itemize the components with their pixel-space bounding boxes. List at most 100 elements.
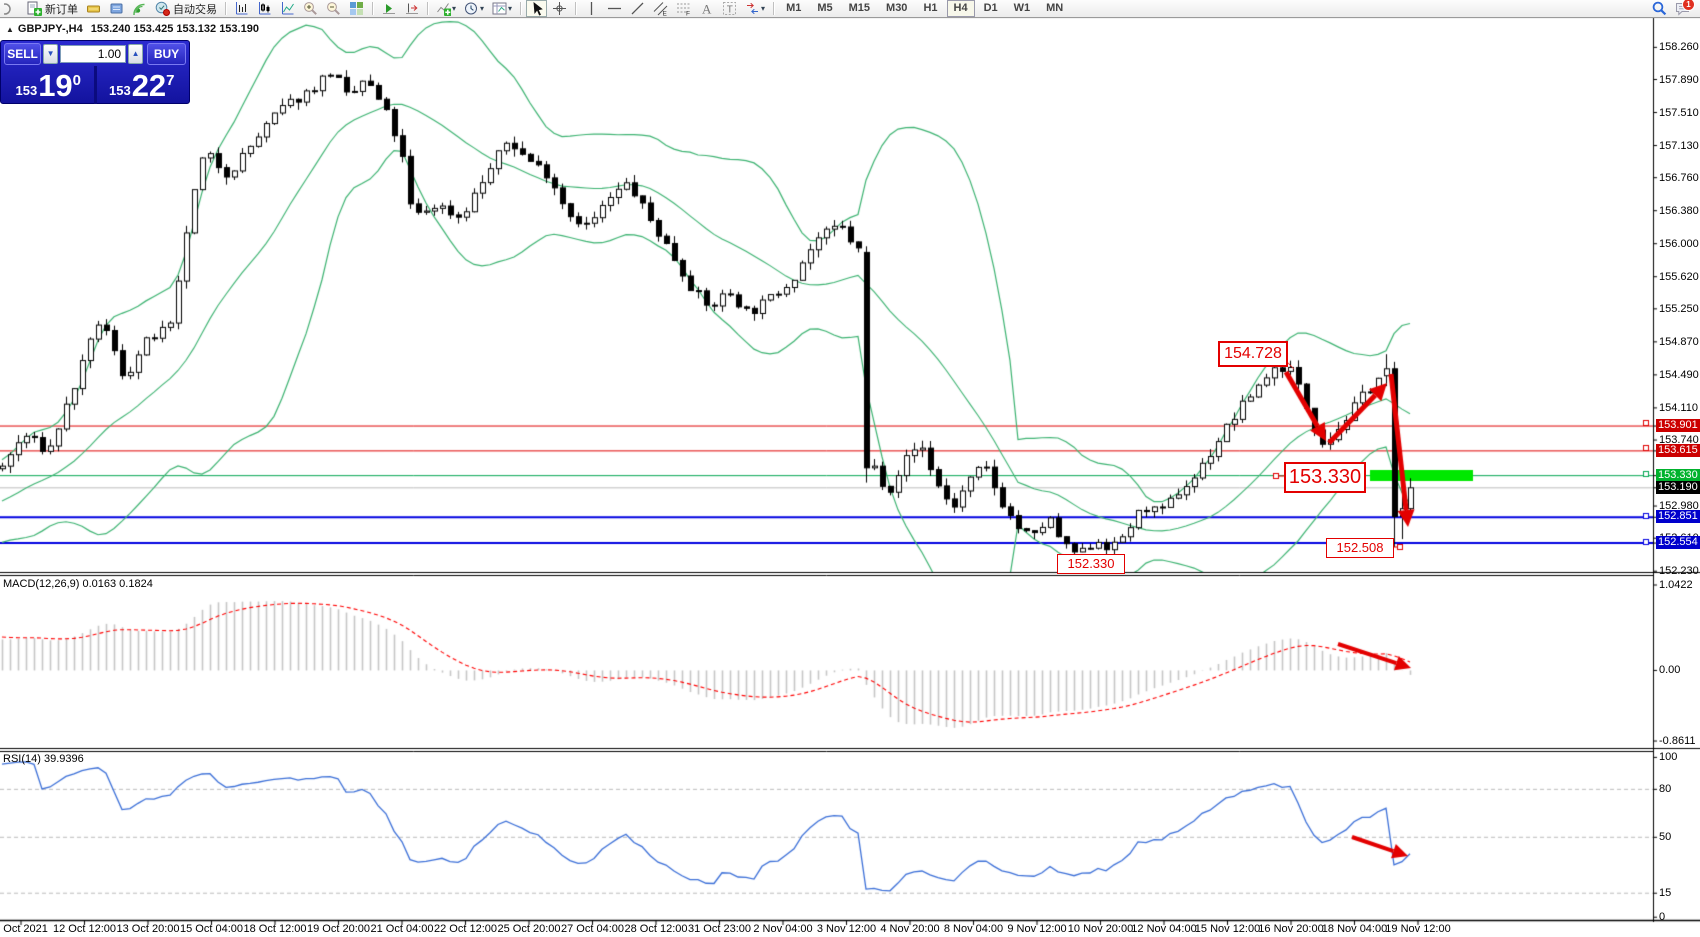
- periods-button[interactable]: ▾: [461, 0, 487, 17]
- trade-panel-controls: SELL ▼ ▲ BUY: [4, 43, 186, 65]
- candle-chart-mode-button[interactable]: [254, 0, 275, 17]
- zoom-out-button[interactable]: [323, 0, 344, 17]
- toolbar-separator: [575, 2, 577, 15]
- candle-chart-mode-icon: [259, 2, 271, 15]
- dropdown-caret-icon[interactable]: ▾: [761, 4, 766, 13]
- notification-badge: 1: [1682, 0, 1695, 11]
- dropdown-caret-icon[interactable]: ▾: [452, 4, 457, 13]
- timeframe-tf-mn[interactable]: MN: [1046, 2, 1064, 14]
- toolbar-separator: [427, 2, 428, 15]
- cursor-icon: [533, 2, 543, 16]
- chart-header: ▲ GBPJPY-,H4 153.240 153.425 153.132 153…: [6, 23, 259, 35]
- new-chart-partial-button[interactable]: [1, 0, 22, 17]
- text-icon: A: [702, 2, 712, 17]
- text-label-button[interactable]: T: [719, 0, 740, 17]
- timeframe-tf-h1[interactable]: H1: [923, 2, 938, 14]
- price-divider: [93, 66, 97, 104]
- sell-price-pips: 19: [38, 68, 73, 103]
- timeframe-tf-h4[interactable]: H4: [946, 0, 975, 17]
- auto-trading-button[interactable]: 自动交易: [152, 0, 220, 17]
- collapse-icon[interactable]: ▲: [6, 24, 14, 34]
- svg-text:T: T: [727, 5, 733, 16]
- sell-button[interactable]: SELL: [4, 43, 42, 65]
- text-label-icon: T: [723, 2, 737, 16]
- cursor-button[interactable]: [526, 0, 548, 17]
- toolbar-separator: [520, 2, 522, 15]
- analysis-price-label[interactable]: 153.330: [1284, 462, 1366, 493]
- arrows-tool-button[interactable]: ▾: [742, 0, 768, 17]
- symbol-period-label: GBPJPY-,H4: [17, 23, 83, 35]
- signals-icon: [133, 3, 145, 16]
- trendline-button[interactable]: [627, 0, 648, 17]
- crosshair-button[interactable]: [549, 0, 570, 17]
- auto-trading-label: 自动交易: [173, 3, 217, 16]
- search-icon: [1652, 1, 1667, 16]
- new-order-button[interactable]: 新订单: [24, 0, 81, 17]
- bar-chart-mode-icon: [236, 2, 248, 15]
- timeframe-tf-m5[interactable]: M5: [817, 2, 833, 14]
- one-click-trading-panel: SELL ▼ ▲ BUY 153 19 0 153 22 7: [0, 40, 190, 104]
- buy-button[interactable]: BUY: [147, 43, 186, 65]
- timeframe-tf-m1[interactable]: M1: [786, 2, 802, 14]
- buy-price-display[interactable]: 153 22 7: [98, 66, 187, 104]
- trendline-icon: [631, 2, 644, 15]
- toolbar-separator: [372, 2, 373, 15]
- timeframe-tf-w1[interactable]: W1: [1013, 2, 1031, 14]
- analysis-price-label[interactable]: 154.728: [1218, 341, 1288, 367]
- equidistant-channel-icon: E: [653, 2, 668, 17]
- chart-shift-icon: [406, 3, 418, 14]
- horizontal-line-icon: [608, 7, 622, 10]
- dropdown-caret-icon[interactable]: ▾: [480, 4, 485, 13]
- horizontal-line-button[interactable]: [604, 0, 625, 17]
- market-watch-button[interactable]: [106, 0, 127, 17]
- dropdown-caret-icon[interactable]: ▾: [508, 4, 513, 13]
- layouts-button[interactable]: [83, 0, 104, 17]
- signals-button[interactable]: [129, 0, 150, 17]
- analysis-price-label[interactable]: 152.330: [1057, 554, 1125, 574]
- line-chart-mode-button[interactable]: [277, 0, 298, 17]
- chat-button[interactable]: 1: [1672, 0, 1699, 17]
- new-order-label: 新订单: [45, 3, 78, 16]
- toolbar-separator: [773, 2, 775, 15]
- bar-chart-mode-button[interactable]: [231, 0, 252, 17]
- auto-scroll-button[interactable]: [378, 0, 399, 17]
- buy-price-base: 153: [108, 83, 131, 98]
- templates-button[interactable]: ▾: [489, 0, 515, 17]
- zoom-in-button[interactable]: [300, 0, 321, 17]
- new-order-icon: [27, 1, 42, 16]
- indicators-button[interactable]: ▾: [433, 0, 459, 17]
- zoom-in-icon: [304, 2, 317, 15]
- buy-price-point: 7: [166, 72, 175, 89]
- buy-price-pips: 22: [131, 68, 167, 103]
- toolbar-separator: [225, 2, 226, 15]
- fibonacci-button[interactable]: F: [673, 0, 694, 17]
- arrows-tool-icon: [747, 2, 759, 15]
- svg-text:E: E: [663, 11, 668, 17]
- auto-trading-icon: [155, 1, 170, 16]
- sell-price-display[interactable]: 153 19 0: [4, 66, 93, 104]
- tile-windows-icon: [350, 2, 363, 15]
- timeframe-tf-m15[interactable]: M15: [848, 2, 871, 14]
- vertical-line-button[interactable]: [581, 0, 602, 17]
- equidistant-channel-button[interactable]: E: [650, 0, 671, 17]
- chart-shift-button[interactable]: [401, 0, 422, 17]
- zoom-out-icon: [327, 2, 340, 15]
- fibonacci-icon: F: [677, 3, 691, 16]
- layouts-icon: [87, 5, 100, 13]
- volume-input[interactable]: [60, 45, 127, 63]
- timeframe-tf-d1[interactable]: D1: [983, 2, 998, 14]
- svg-text:A: A: [702, 2, 712, 17]
- analysis-price-label[interactable]: 152.508: [1326, 538, 1394, 558]
- text-button[interactable]: A: [696, 0, 717, 17]
- periods-icon: [465, 2, 478, 15]
- timeframe-tf-m30[interactable]: M30: [886, 2, 908, 14]
- volume-increase-spinner[interactable]: ▲: [128, 44, 143, 64]
- sell-price-base: 153: [15, 83, 38, 98]
- tile-windows-button[interactable]: [346, 0, 367, 17]
- search-button[interactable]: [1649, 0, 1670, 17]
- new-chart-partial-icon: [4, 3, 11, 15]
- trade-panel-prices: 153 19 0 153 22 7: [4, 66, 186, 104]
- volume-decrease-spinner[interactable]: ▼: [43, 44, 59, 64]
